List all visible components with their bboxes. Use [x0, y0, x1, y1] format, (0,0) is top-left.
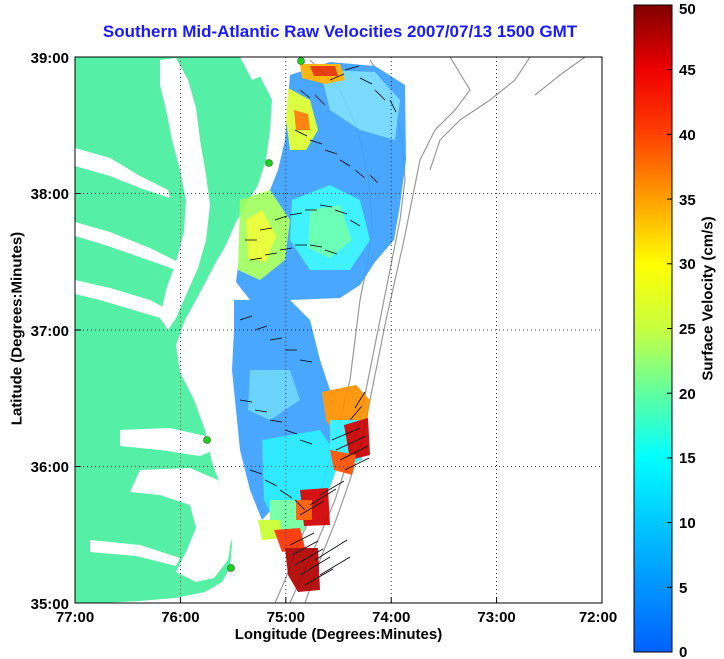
tributary: [90, 540, 180, 566]
y-tick-label: 35:00: [31, 596, 69, 613]
x-tick-label: 76:00: [161, 609, 199, 626]
x-tick-label: 74:00: [372, 609, 410, 626]
map-title: Southern Mid-Atlantic Raw Velocities 200…: [102, 22, 578, 41]
y-tick-label: 36:00: [31, 459, 69, 476]
albemarle-sound: [120, 428, 214, 456]
delaware-bay: [240, 57, 266, 80]
colorbar-tick-label: 20: [679, 386, 696, 403]
colorbar-tick-label: 0: [679, 644, 687, 659]
colorbar-tick-label: 15: [679, 450, 696, 467]
colorbar-tick-label: 10: [679, 515, 696, 532]
x-tick-label: 73:00: [477, 609, 515, 626]
radar-station-marker: [203, 436, 211, 444]
tributary: [75, 280, 172, 320]
radar-station-marker: [297, 57, 305, 65]
colorbar-tick-label: 30: [679, 256, 696, 273]
colorbar-tick-label: 5: [679, 580, 687, 597]
colorbar-tick-label: 45: [679, 62, 696, 79]
colorbar-tick-label: 50: [679, 1, 696, 18]
pamlico-sound: [130, 468, 232, 582]
x-tick-label: 72:00: [579, 609, 617, 626]
x-tick-label: 75:00: [267, 609, 305, 626]
tributary: [75, 148, 170, 198]
x-tick-label: 77:00: [56, 609, 94, 626]
chesapeake-bay: [160, 58, 210, 330]
colorbar-tick-label: 35: [679, 192, 696, 209]
colorbar-tick-label: 40: [679, 127, 696, 144]
y-tick-label: 38:00: [31, 186, 69, 203]
colorbar: [633, 4, 673, 653]
grid-lines: [75, 57, 602, 603]
radar-station-marker: [227, 564, 235, 572]
colorbar-tick-label: 25: [679, 321, 696, 338]
y-tick-label: 39:00: [31, 50, 69, 67]
x-axis-label: Longitude (Degrees:Minutes): [234, 626, 443, 643]
y-tick-label: 37:00: [31, 323, 69, 340]
tributary: [75, 222, 178, 270]
radar-station-marker: [265, 159, 273, 167]
velocity-vectors: [239, 65, 397, 586]
land-mass: [75, 57, 272, 603]
